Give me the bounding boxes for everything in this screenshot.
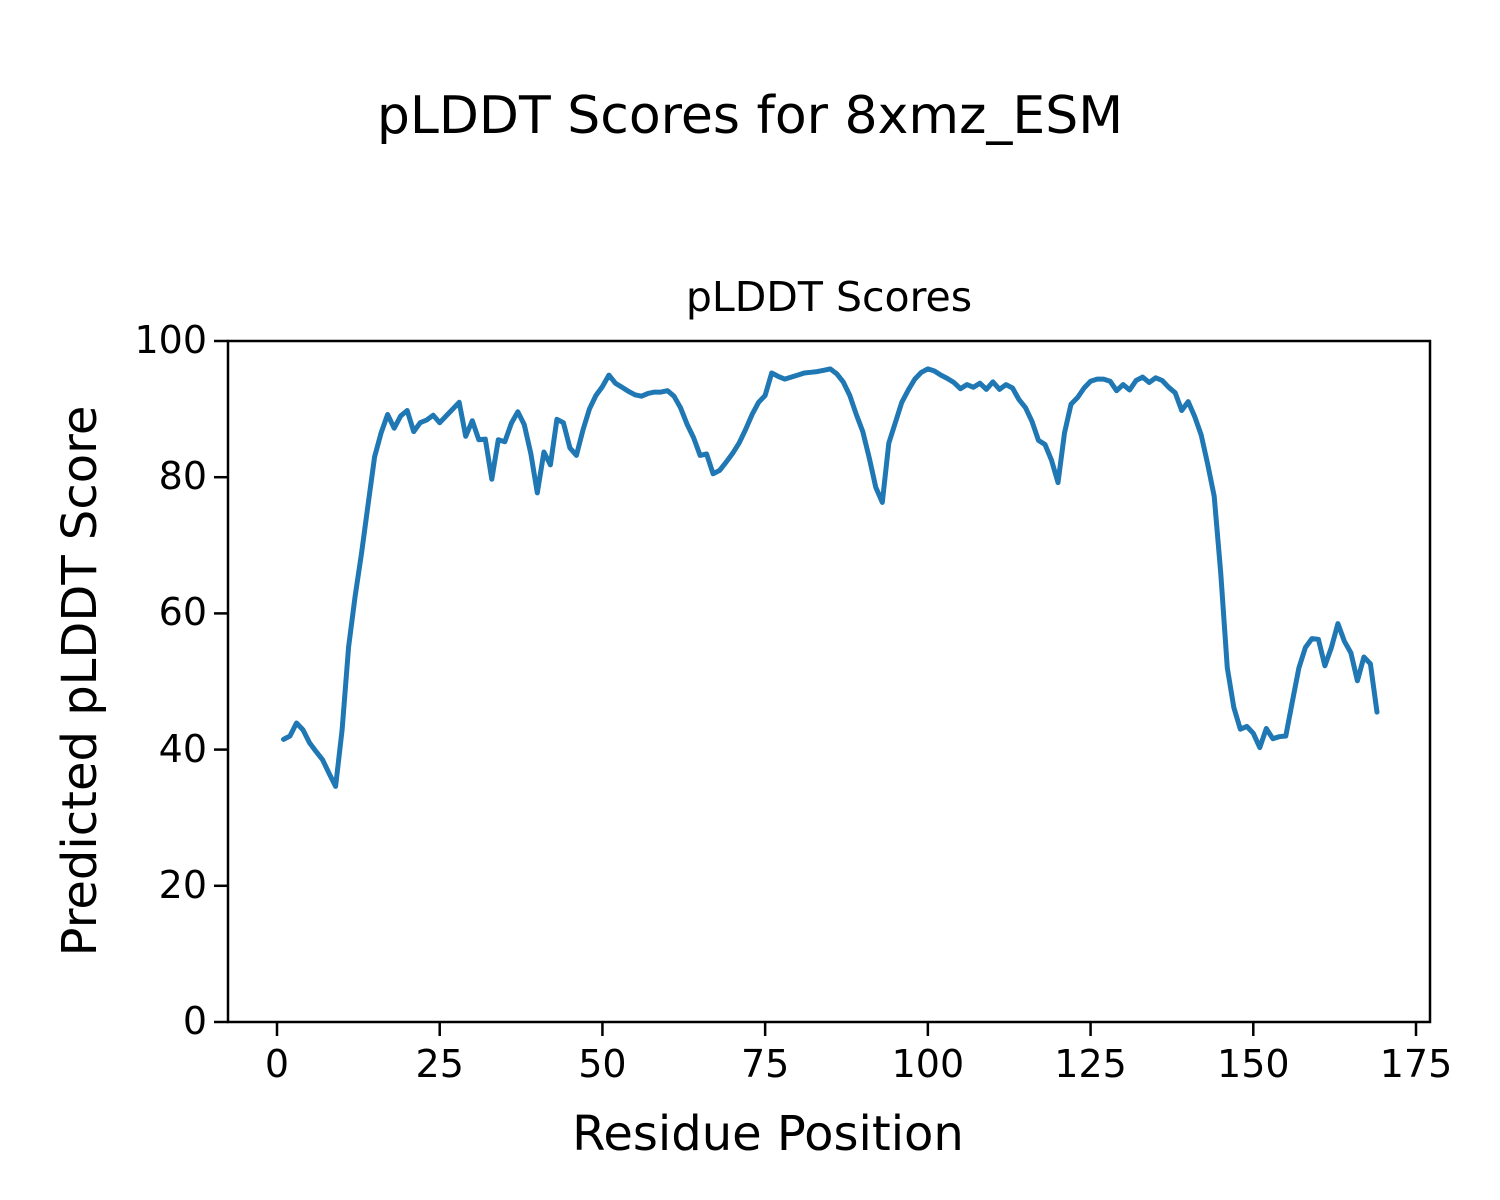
axes-frame [226,339,1432,1024]
axes-title: pLDDT Scores [685,273,973,321]
y-tick-label: 80 [158,454,207,499]
x-tick-label: 75 [740,1042,790,1086]
y-tick-label: 60 [158,590,207,635]
y-tick-label: 40 [158,726,207,771]
x-tick-label: 100 [891,1042,965,1086]
x-tick-label: 50 [578,1042,627,1086]
figure-suptitle: pLDDT Scores for 8xmz_ESM [376,86,1124,146]
x-tick-label: 125 [1054,1042,1127,1086]
y-tick-label: 0 [182,999,207,1043]
y-tick-label: 100 [134,318,207,362]
x-axis-label: Residue Position [572,1106,964,1162]
plddt-line-series [281,366,1380,789]
x-tick-label: 175 [1379,1042,1453,1086]
y-axis-label: Predicted pLDDT Score [52,405,108,957]
x-tick-label: 25 [415,1042,464,1086]
x-tick-label: 150 [1217,1042,1290,1086]
x-tick-label: 0 [264,1042,290,1086]
y-tick-label: 20 [158,862,207,907]
